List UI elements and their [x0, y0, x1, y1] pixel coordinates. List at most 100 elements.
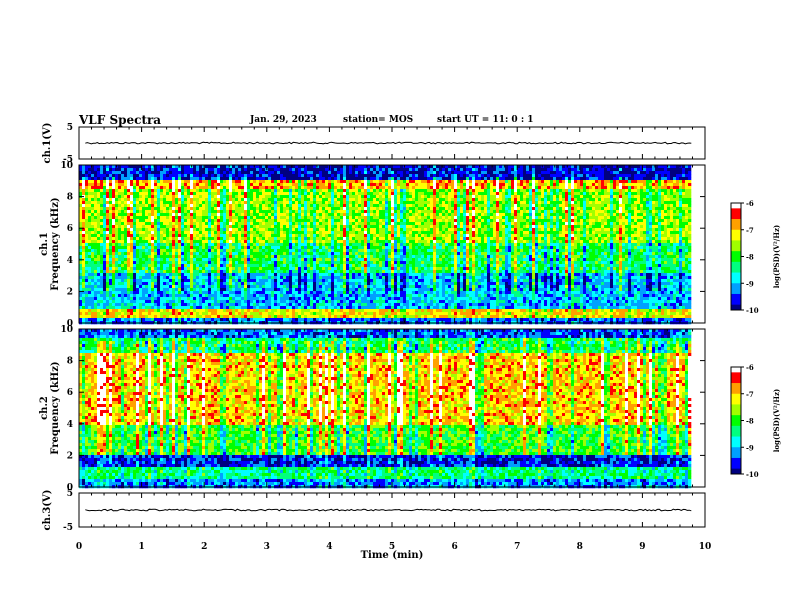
ch1-spec-heatmap-cell	[328, 216, 331, 219]
ch1-spec-heatmap-cell	[343, 201, 346, 204]
ch1-spec-heatmap-cell	[178, 216, 181, 219]
ch1-spec-heatmap-cell	[100, 312, 103, 315]
ch1-spec-heatmap-cell	[115, 270, 118, 273]
ch1-spec-heatmap-cell	[322, 213, 325, 216]
ch1-spec-heatmap-cell	[265, 246, 268, 249]
ch1-spec-heatmap-cell	[133, 261, 136, 264]
ch1-spec-heatmap-cell	[178, 297, 181, 300]
ch1-spec-heatmap-cell	[196, 198, 199, 201]
ch1-spec-heatmap-cell	[346, 294, 349, 297]
ch1-spec-heatmap-cell	[97, 276, 100, 279]
ch1-spec-heatmap-cell	[169, 195, 172, 198]
ch1-spec-heatmap-cell	[331, 225, 334, 228]
ch1-spec-heatmap-cell	[349, 258, 352, 261]
ch1-spec-heatmap-cell	[226, 300, 229, 303]
ch1-spec-heatmap-cell	[97, 291, 100, 294]
ch1-spec-heatmap-cell	[304, 273, 307, 276]
ch1-spec-heatmap-cell	[220, 306, 223, 309]
ch1-spec-heatmap-cell	[295, 279, 298, 282]
ch1-spec-heatmap-cell	[190, 237, 193, 240]
ch1-spec-heatmap-cell	[313, 237, 316, 240]
ch1-spec-heatmap-cell	[136, 285, 139, 288]
ch1-spec-heatmap-cell	[151, 246, 154, 249]
ch1-spec-heatmap-cell	[223, 276, 226, 279]
ch1-spec-heatmap-cell	[349, 291, 352, 294]
ch1-spec-heatmap-cell	[85, 255, 88, 258]
ch1-spec-heatmap-cell	[271, 291, 274, 294]
ch1-spec-heatmap-cell	[307, 234, 310, 237]
ch1-spec-heatmap-cell	[337, 267, 340, 270]
ch1-spec-heatmap-cell	[307, 291, 310, 294]
ch1-spec-heatmap-cell	[115, 306, 118, 309]
ch1-spec-heatmap-cell	[304, 225, 307, 228]
ch1-spec-heatmap-cell	[130, 222, 133, 225]
ch1-spec-heatmap-cell	[235, 252, 238, 255]
ch1-spec-heatmap-cell	[229, 285, 232, 288]
ch1-spec-heatmap-cell	[124, 168, 127, 171]
ch1-spec-heatmap-cell	[253, 246, 256, 249]
ch1-spec-heatmap-cell	[109, 198, 112, 201]
ch1-spec-heatmap-cell	[115, 231, 118, 234]
ch1-spec-heatmap-cell	[259, 231, 262, 234]
ch1-spec-heatmap-cell	[217, 237, 220, 240]
ch1-spec-heatmap-cell	[136, 240, 139, 243]
ch1-spec-heatmap-cell	[193, 273, 196, 276]
ch1-spec-heatmap-cell	[208, 204, 211, 207]
ch1-spec-heatmap-cell	[298, 189, 301, 192]
ch1-spec-heatmap-cell	[97, 168, 100, 171]
ch1-spec-heatmap-cell	[310, 258, 313, 261]
ch1-spec-heatmap-cell	[82, 315, 85, 318]
ch1-spec-heatmap-cell	[340, 180, 343, 183]
ch1-spec-heatmap-cell	[334, 282, 337, 285]
ch1-spec-heatmap-cell	[301, 171, 304, 174]
ch1-spec-heatmap-cell	[175, 312, 178, 315]
ch1-spec-heatmap-cell	[163, 285, 166, 288]
ch1-spec-heatmap-cell	[301, 222, 304, 225]
ch1-spec-heatmap-cell	[154, 210, 157, 213]
ch1-spec-heatmap-cell	[280, 282, 283, 285]
ch1-spec-heatmap-cell	[154, 243, 157, 246]
ch1-spec-heatmap-cell	[181, 225, 184, 228]
ch1-spec-heatmap-cell	[109, 225, 112, 228]
ch1-spec-heatmap-cell	[208, 297, 211, 300]
ch1-spec-heatmap-cell	[286, 315, 289, 318]
ch1-spec-heatmap-cell	[340, 285, 343, 288]
ch1-spec-heatmap-cell	[181, 294, 184, 297]
ch1-spec-heatmap-cell	[82, 231, 85, 234]
ch1-spec-heatmap-cell	[283, 315, 286, 318]
ch1-spec-heatmap-cell	[115, 264, 118, 267]
ch1-spec-heatmap-cell	[322, 243, 325, 246]
ch1-spec-heatmap-cell	[181, 270, 184, 273]
ch1-spec-heatmap-cell	[127, 225, 130, 228]
ch1-spec-heatmap-cell	[271, 216, 274, 219]
ch1-spec-heatmap-cell	[172, 210, 175, 213]
ch1-spec-heatmap-cell	[232, 189, 235, 192]
ch1-spec-heatmap-cell	[217, 318, 220, 321]
ch1-spec-heatmap-cell	[121, 297, 124, 300]
ch1-spec-heatmap-cell	[112, 225, 115, 228]
ch1-spec-heatmap-cell	[121, 306, 124, 309]
ch1-spec-heatmap-cell	[91, 312, 94, 315]
ch1-spec-heatmap-cell	[154, 168, 157, 171]
ch1-spec-heatmap-cell	[301, 219, 304, 222]
ch1-spec-heatmap-cell	[355, 180, 358, 183]
ch1-spec-heatmap-cell	[211, 294, 214, 297]
ch1-spec-heatmap-cell	[235, 234, 238, 237]
ch1-spec-heatmap-cell	[328, 270, 331, 273]
ch1-spec-heatmap-cell	[115, 312, 118, 315]
ch1-spec-heatmap-cell	[253, 273, 256, 276]
ch1-spec-heatmap-cell	[106, 303, 109, 306]
ch1-spec-heatmap-cell	[247, 231, 250, 234]
ch1-spec-heatmap-cell	[169, 291, 172, 294]
ch1-spec-heatmap-cell	[163, 195, 166, 198]
ch1-spec-heatmap-cell	[136, 237, 139, 240]
ch1-spec-heatmap-cell	[169, 219, 172, 222]
ch1-spec-heatmap-cell	[334, 285, 337, 288]
ch1-spec-heatmap-cell	[193, 225, 196, 228]
ch1-spec-heatmap-cell	[193, 306, 196, 309]
ch1-spec-heatmap-cell	[289, 288, 292, 291]
ch1-spec-heatmap-cell	[217, 267, 220, 270]
ch1-spec-heatmap-cell	[328, 300, 331, 303]
ch1-spec-heatmap-cell	[109, 243, 112, 246]
ch1-spec-heatmap-cell	[199, 219, 202, 222]
